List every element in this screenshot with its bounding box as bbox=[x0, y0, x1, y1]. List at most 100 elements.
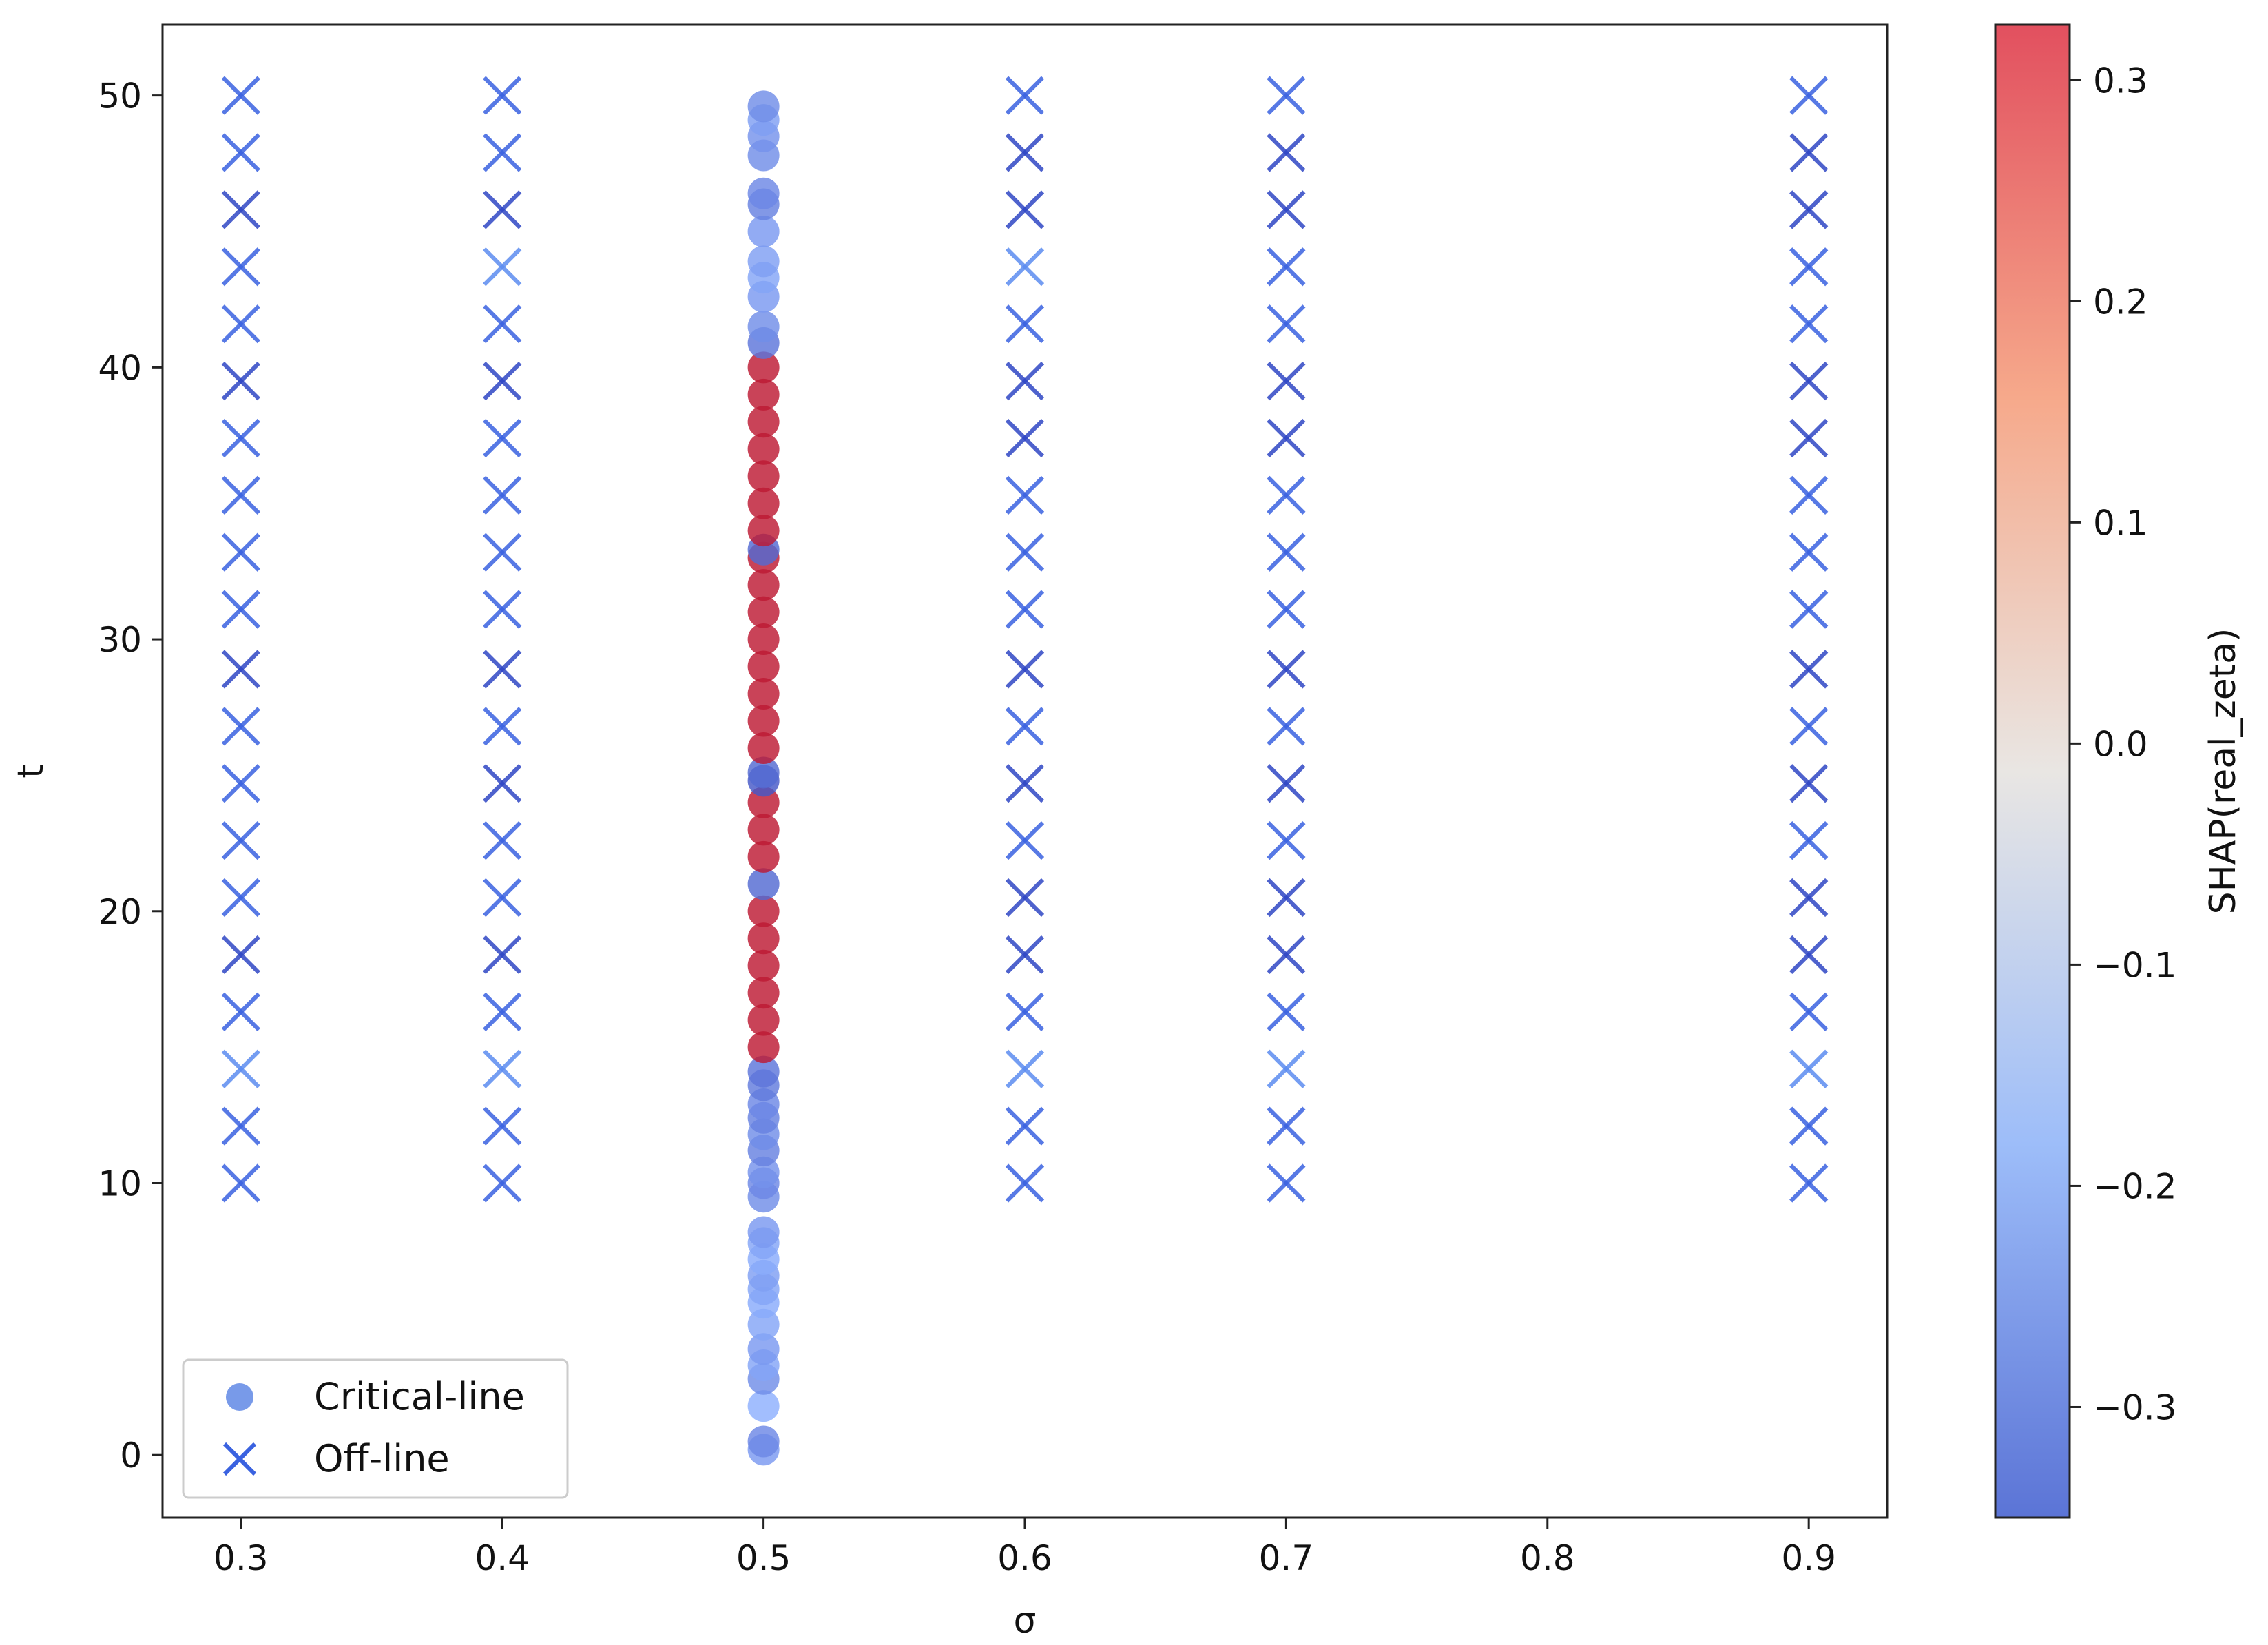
offline-point bbox=[1789, 878, 1829, 918]
legend-label-critical: Critical-line bbox=[314, 1375, 525, 1418]
critical-point bbox=[747, 977, 780, 1009]
offline-point bbox=[1789, 650, 1829, 689]
offline-point bbox=[221, 361, 260, 401]
critical-point bbox=[747, 487, 780, 519]
offline-point bbox=[1789, 532, 1829, 572]
offline-point bbox=[221, 707, 260, 746]
offline-point bbox=[1789, 76, 1829, 115]
y-tick-label: 50 bbox=[98, 76, 142, 116]
offline-point bbox=[483, 361, 522, 401]
y-tick-label: 40 bbox=[98, 348, 142, 388]
critical-point bbox=[747, 378, 780, 411]
offline-point bbox=[221, 418, 260, 458]
offline-point bbox=[1789, 304, 1829, 344]
offline-point bbox=[221, 475, 260, 515]
offline-point bbox=[221, 247, 260, 287]
colorbar-gradient bbox=[1994, 23, 2071, 1519]
y-axis-label: t bbox=[10, 764, 52, 778]
offline-point bbox=[483, 590, 522, 629]
offline-point bbox=[1267, 878, 1306, 918]
offline-point bbox=[483, 878, 522, 918]
offline-point bbox=[483, 1049, 522, 1088]
offline-point bbox=[1005, 247, 1045, 287]
offline-point bbox=[221, 1049, 260, 1088]
offline-point bbox=[221, 1163, 260, 1203]
offline-point bbox=[483, 992, 522, 1031]
offline-point bbox=[1005, 707, 1045, 746]
critical-point bbox=[747, 215, 780, 247]
offline-point bbox=[1267, 764, 1306, 803]
offline-point bbox=[483, 707, 522, 746]
offline-point bbox=[1005, 1163, 1045, 1203]
legend-marker-critical bbox=[226, 1383, 253, 1411]
critical-point bbox=[747, 678, 780, 710]
offline-point bbox=[1267, 935, 1306, 975]
critical-point bbox=[747, 895, 780, 927]
critical-point bbox=[747, 1308, 780, 1341]
offline-point bbox=[1267, 361, 1306, 401]
offline-point bbox=[1005, 821, 1045, 860]
y-tick-label: 30 bbox=[98, 620, 142, 660]
y-tick-label: 0 bbox=[120, 1436, 142, 1476]
offline-point bbox=[1005, 1106, 1045, 1146]
critical-point bbox=[747, 1425, 780, 1458]
offline-point bbox=[221, 304, 260, 344]
offline-point bbox=[483, 1163, 522, 1203]
offline-point bbox=[1267, 475, 1306, 515]
offline-point bbox=[1789, 418, 1829, 458]
offline-point bbox=[221, 878, 260, 918]
critical-point bbox=[747, 460, 780, 493]
plot-area bbox=[221, 76, 1829, 1466]
critical-point bbox=[747, 1216, 780, 1248]
offline-point bbox=[1267, 1106, 1306, 1146]
offline-point bbox=[1267, 133, 1306, 172]
offline-point bbox=[483, 764, 522, 803]
offline-point bbox=[1005, 418, 1045, 458]
offline-point bbox=[1789, 475, 1829, 515]
critical-point bbox=[747, 650, 780, 683]
offline-point bbox=[1005, 475, 1045, 515]
critical-point bbox=[747, 1031, 780, 1064]
offline-point bbox=[483, 935, 522, 975]
x-axis-label: σ bbox=[1014, 1600, 1037, 1642]
critical-point bbox=[747, 596, 780, 628]
critical-point bbox=[747, 406, 780, 438]
offline-point bbox=[483, 304, 522, 344]
offline-point bbox=[1267, 1163, 1306, 1203]
offline-point bbox=[483, 190, 522, 229]
x-tick-label: 0.4 bbox=[475, 1538, 530, 1578]
offline-point bbox=[1789, 992, 1829, 1031]
offline-point bbox=[221, 821, 260, 860]
x-tick-label: 0.5 bbox=[736, 1538, 791, 1578]
offline-point bbox=[221, 992, 260, 1031]
offline-point bbox=[1789, 1049, 1829, 1088]
offline-point bbox=[1789, 247, 1829, 287]
axes-frame bbox=[161, 23, 1889, 1519]
offline-point bbox=[1005, 992, 1045, 1031]
critical-point bbox=[747, 868, 780, 900]
offline-point bbox=[221, 190, 260, 229]
critical-point bbox=[747, 311, 780, 343]
x-tick-label: 0.8 bbox=[1520, 1538, 1575, 1578]
offline-point bbox=[1005, 878, 1045, 918]
offline-point bbox=[483, 475, 522, 515]
offline-point bbox=[1789, 1163, 1829, 1203]
offline-point bbox=[1267, 76, 1306, 115]
offline-point bbox=[1005, 190, 1045, 229]
offline-point bbox=[1005, 590, 1045, 629]
x-tick-label: 0.7 bbox=[1259, 1538, 1314, 1578]
critical-point bbox=[747, 949, 780, 982]
critical-point bbox=[747, 732, 780, 764]
offline-point bbox=[221, 650, 260, 689]
offline-point bbox=[1267, 532, 1306, 572]
offline-point bbox=[1789, 133, 1829, 172]
legend-marker-offline bbox=[222, 1442, 257, 1476]
offline-point bbox=[483, 247, 522, 287]
offline-point bbox=[221, 76, 260, 115]
offline-point bbox=[1005, 935, 1045, 975]
offline-point bbox=[483, 821, 522, 860]
critical-point bbox=[747, 569, 780, 601]
critical-point bbox=[747, 814, 780, 846]
